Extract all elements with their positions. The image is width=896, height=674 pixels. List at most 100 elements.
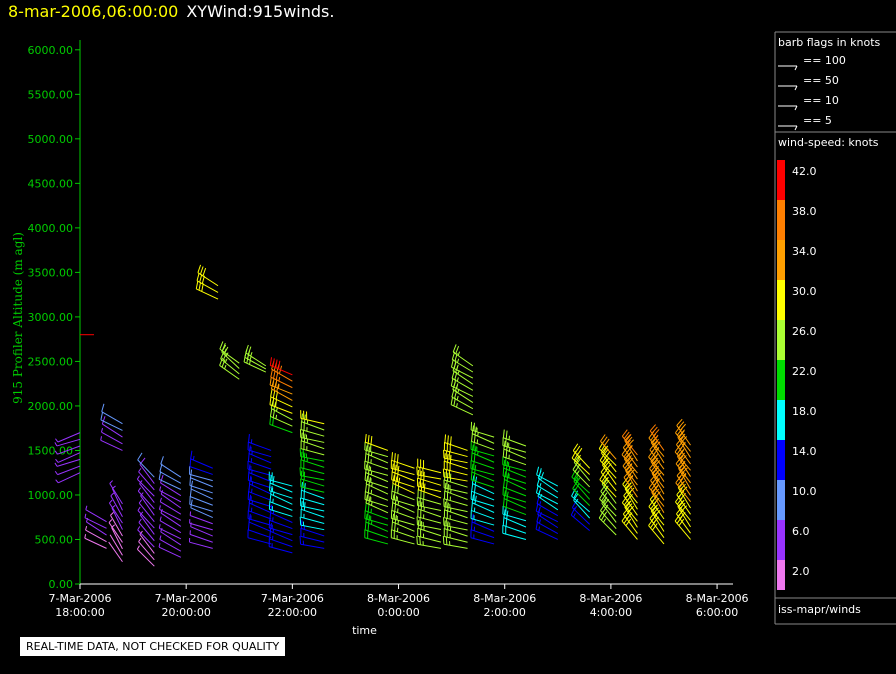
barb-shaft <box>57 465 81 476</box>
barb-shaft <box>301 421 325 431</box>
barb-shaft <box>392 482 415 494</box>
barb-flag-10 <box>623 431 630 439</box>
barb-flag-10 <box>651 426 658 434</box>
wind-barb <box>365 464 389 483</box>
barb-flag-10 <box>677 478 684 486</box>
y-tick-label: 4000.00 <box>28 222 74 235</box>
barb-flag-5 <box>136 545 140 550</box>
wind-barb <box>443 498 468 513</box>
barb-flag-10 <box>502 498 505 507</box>
wind-barb <box>189 477 213 494</box>
barb-shaft <box>451 396 474 410</box>
barb-shaft <box>247 518 272 526</box>
wind-barb <box>269 416 293 434</box>
wind-barb <box>443 517 468 531</box>
barb-flag-10 <box>245 344 249 353</box>
x-tick-label-time: 4:00:00 <box>590 606 632 619</box>
barb-flag-10 <box>270 388 273 397</box>
wind-barb <box>502 429 527 447</box>
barb-flag-10 <box>367 503 370 512</box>
wind-barb <box>444 501 468 519</box>
wind-barb <box>268 519 293 536</box>
barb-flag-10 <box>303 414 306 423</box>
barb-shaft <box>269 423 293 434</box>
barb-shaft <box>249 483 272 495</box>
barb-shaft <box>572 507 591 525</box>
barb-flag-5 <box>137 526 141 531</box>
barb-flag-10 <box>649 424 657 432</box>
barb-flag-5 <box>654 472 658 477</box>
barb-flag-10 <box>302 467 305 477</box>
barb-flag-10 <box>101 416 106 425</box>
barb-flag-10 <box>470 471 473 480</box>
barb-shaft <box>108 502 123 524</box>
barb-flag-5 <box>84 534 87 539</box>
wind-barb <box>159 463 182 484</box>
barb-flag-10 <box>652 485 659 493</box>
barb-flag-10 <box>506 442 509 451</box>
barb-flag-10 <box>394 495 398 504</box>
wind-barb <box>364 510 389 526</box>
barb-shaft <box>537 514 559 529</box>
barb-shaft <box>364 518 389 526</box>
barb-shaft <box>470 517 495 526</box>
barb-shaft <box>365 521 389 532</box>
y-tick-label: 5000.00 <box>28 133 74 146</box>
wind-barb <box>502 517 527 534</box>
barb-shaft <box>471 490 495 501</box>
barb-flag-5 <box>110 512 114 516</box>
wind-barb <box>503 471 527 491</box>
barb-flag-10 <box>600 434 606 442</box>
barb-shaft <box>678 468 691 490</box>
wind-barb <box>391 521 415 539</box>
barb-shaft <box>220 358 240 375</box>
wind-barb <box>269 530 293 548</box>
wind-barb <box>100 436 123 451</box>
barb-flag-10 <box>301 501 303 510</box>
wind-barb <box>392 475 415 494</box>
barb-flag-10 <box>417 500 420 510</box>
barb-shaft <box>417 543 442 549</box>
wind-barb <box>137 487 155 510</box>
barb-shaft <box>502 475 527 484</box>
barb-shaft <box>270 493 293 505</box>
barb-flag-5 <box>456 377 459 382</box>
wind-barb <box>108 541 123 563</box>
y-tick-label: 6000.00 <box>28 44 74 57</box>
barb-flag-10 <box>505 468 508 477</box>
wind-barb <box>300 508 325 524</box>
barb-flag-10 <box>416 466 418 475</box>
barb-shaft <box>472 483 495 495</box>
barb-shaft <box>269 527 293 536</box>
barb-shaft <box>417 485 442 493</box>
barb-shaft <box>536 485 559 499</box>
barb-flag-10 <box>365 494 368 504</box>
barb-shaft <box>471 479 495 488</box>
barb-flag-10 <box>391 521 393 530</box>
wind-barb <box>502 486 527 503</box>
barb-shaft <box>271 368 293 382</box>
barb-shaft <box>300 524 325 531</box>
barb-flag-10 <box>603 438 610 447</box>
wind-barb <box>450 359 474 379</box>
wind-barb <box>195 280 219 300</box>
barb-shaft <box>417 477 442 486</box>
barb-shaft <box>301 440 325 450</box>
barb-shaft <box>503 448 527 459</box>
barb-flag-10 <box>368 515 371 524</box>
barb-flag-10 <box>367 454 370 463</box>
barb-shaft <box>392 471 415 482</box>
barb-shaft <box>650 510 665 532</box>
barb-shaft <box>444 490 468 500</box>
barb-flag-10 <box>364 453 367 462</box>
barb-flag-10 <box>417 520 420 529</box>
barb-shaft <box>675 463 691 484</box>
wind-barb <box>572 443 591 469</box>
chart-header: 8-mar-2006,06:00:00 XYWind:915winds. <box>8 2 334 21</box>
barb-flag-10 <box>447 454 449 463</box>
barb-flag-5 <box>655 484 659 489</box>
barb-shaft <box>675 482 691 503</box>
barb-shaft <box>452 389 474 404</box>
wind-barb <box>598 510 617 536</box>
barb-flag-5 <box>456 384 459 389</box>
